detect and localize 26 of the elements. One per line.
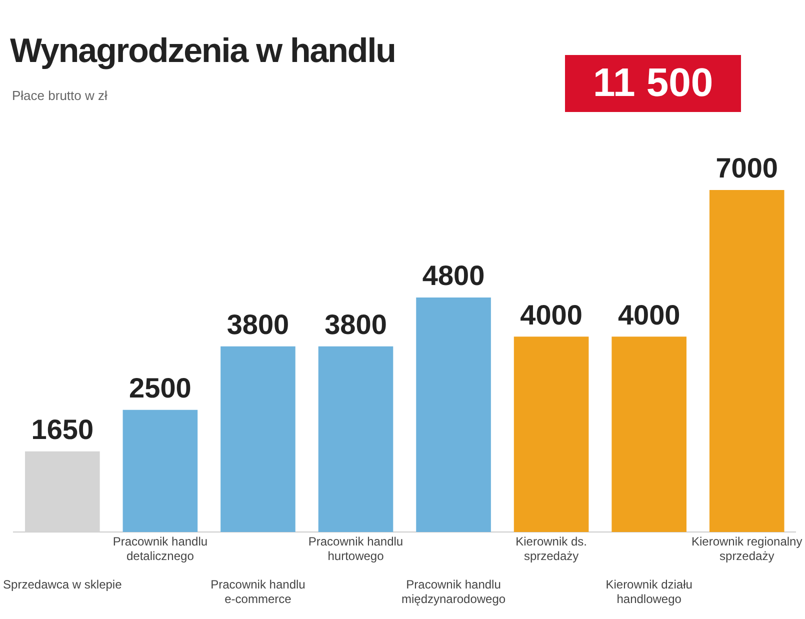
bar — [416, 297, 491, 532]
data-label: 1650 — [31, 414, 94, 446]
x-tick-label: Kierownik działu handlowego — [606, 578, 692, 606]
bar — [122, 410, 198, 532]
chart-title: Wynagrodzenia w handlu — [10, 32, 396, 71]
x-tick-label: Pracownik handlu hurtowego — [308, 534, 404, 563]
x-tick-label: Pracownik handlu detalicznego — [112, 534, 208, 563]
data-label: 3800 — [226, 309, 290, 340]
data-label: 3800 — [324, 309, 387, 340]
x-tick-label: Kierownik regionalny sprzedaży — [691, 534, 802, 563]
bar — [709, 190, 784, 532]
x-tick-label: Pracownik handlu e-commerce — [210, 578, 306, 606]
x-tick-label: Pracownik handlu międzynarodowego — [401, 578, 506, 606]
data-label: 4000 — [520, 299, 582, 330]
chart-subtitle: Płace brutto w zł — [12, 88, 108, 103]
data-label: 4800 — [422, 260, 485, 292]
bar — [220, 346, 296, 532]
x-tick-label: Sprzedawca w sklepie — [3, 578, 122, 592]
bar — [514, 336, 589, 532]
bar — [612, 336, 686, 532]
bar — [318, 346, 394, 532]
data-label: 4000 — [618, 299, 680, 330]
data-label: 2500 — [129, 372, 192, 404]
data-label: 7000 — [716, 152, 778, 184]
text: 11 500 — [565, 55, 742, 112]
x-tick-label: Kierownik ds. sprzedaży — [516, 534, 587, 563]
